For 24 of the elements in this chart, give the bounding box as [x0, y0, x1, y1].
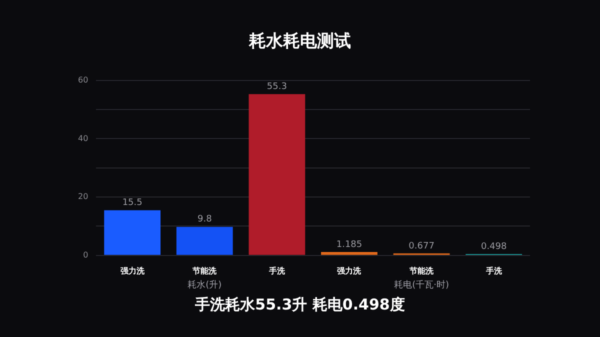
y-tick-label: 40 [78, 134, 88, 143]
text: 手洗耗水55.3升 耗电0.498度 [194, 295, 405, 314]
chart-title: 耗水耗电测试 [248, 32, 351, 52]
text: 耗电(千瓦·时) [394, 280, 449, 291]
bar [248, 94, 306, 255]
y-tick-label: 20 [78, 192, 88, 202]
x-tick-label: 节能洗 [192, 266, 218, 276]
bar [321, 252, 378, 255]
x-tick-label: 手洗 [484, 266, 503, 276]
x-tick-label: 强力洗 [337, 266, 362, 276]
data-label: 0.498 [480, 242, 508, 252]
x-tick-label: 手洗 [268, 266, 286, 276]
data-label: 1.185 [336, 240, 362, 250]
bar [176, 226, 233, 255]
y-tick-label: 0 [83, 250, 88, 260]
x-tick-label: 强力洗 [120, 266, 146, 276]
text: 耗水(升) [188, 280, 222, 291]
data-label: 0.677 [408, 241, 434, 252]
data-label: 15.5 [122, 198, 142, 208]
data-label: 9.8 [197, 214, 212, 225]
data-label: 55.3 [266, 82, 287, 92]
x-tick-label: 节能洗 [408, 266, 435, 276]
y-tick-label: 60 [78, 75, 88, 84]
bar [104, 210, 161, 255]
